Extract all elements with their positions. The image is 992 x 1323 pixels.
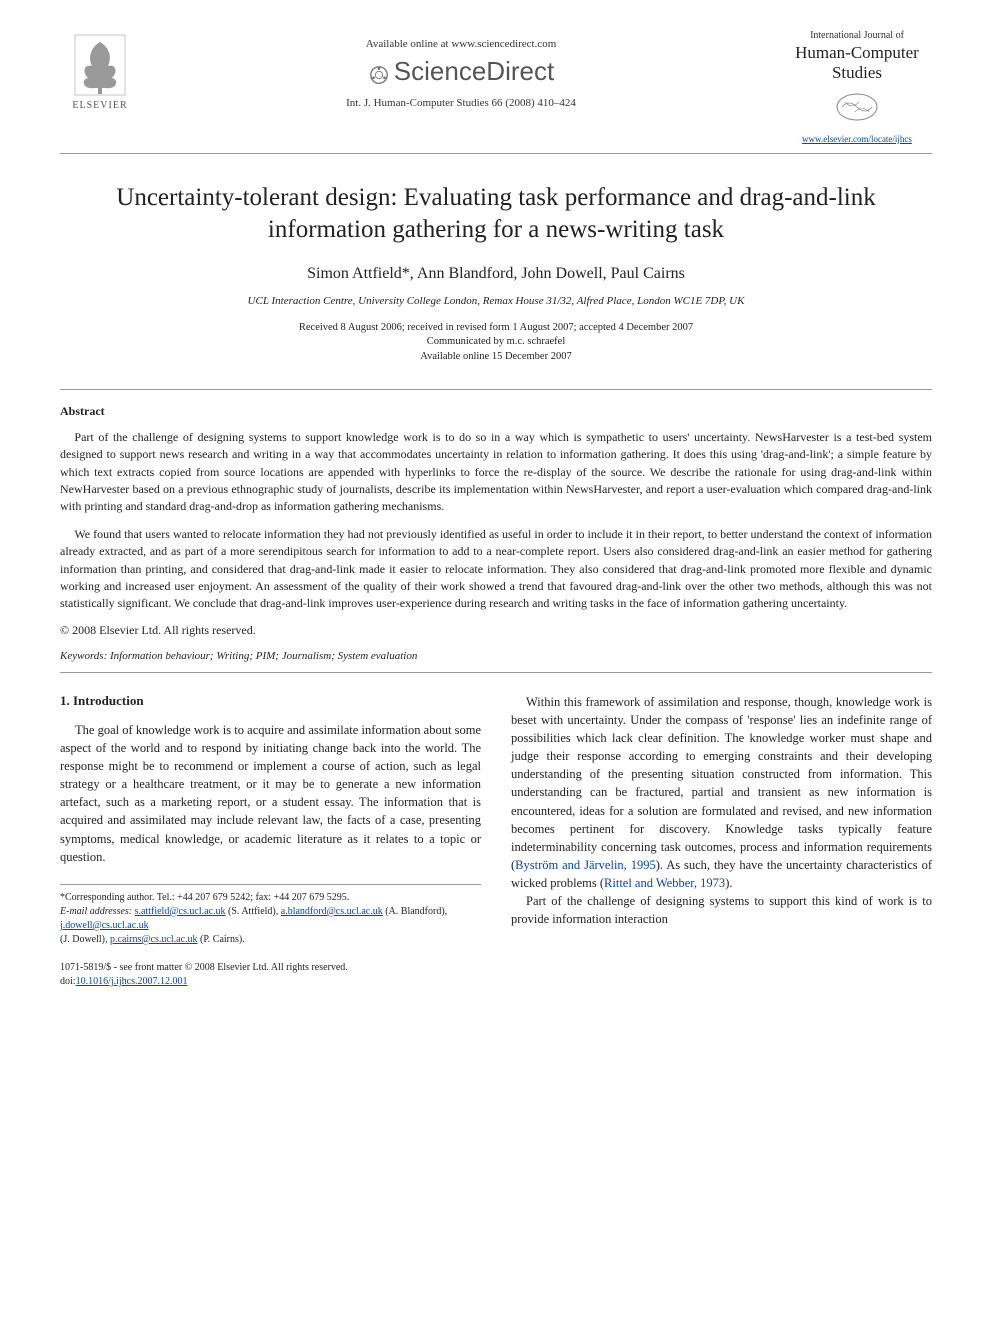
sciencedirect-text: ScienceDirect [394, 56, 554, 86]
journal-box: International Journal of Human-Computer … [782, 30, 932, 145]
elsevier-logo: ELSEVIER [60, 30, 140, 111]
journal-url-link[interactable]: www.elsevier.com/locate/ijhcs [802, 134, 912, 144]
email-blandford[interactable]: a.blandford@cs.ucl.ac.uk [281, 906, 383, 917]
journal-name: Human-Computer Studies [782, 43, 932, 84]
doi-link[interactable]: 10.1016/j.ijhcs.2007.12.001 [76, 976, 188, 987]
abstract-heading: Abstract [60, 404, 932, 419]
keywords-line: Keywords: Information behaviour; Writing… [60, 650, 932, 662]
header-center: Available online at www.sciencedirect.co… [140, 30, 782, 109]
intro-para-right-1: Within this framework of assimilation an… [511, 693, 932, 892]
ref-rittel[interactable]: Rittel and Webber, 1973 [604, 876, 725, 890]
authors-line: Simon Attfield*, Ann Blandford, John Dow… [60, 265, 932, 283]
right-column: Within this framework of assimilation an… [511, 693, 932, 947]
available-online-text: Available online at www.sciencedirect.co… [140, 38, 782, 50]
name-dowell: (J. Dowell), [60, 934, 110, 945]
divider-rule [60, 389, 932, 390]
emails-label: E-mail addresses: [60, 906, 132, 917]
footer-row: 1071-5819/$ - see front matter © 2008 El… [60, 961, 932, 989]
article-title: Uncertainty-tolerant design: Evaluating … [80, 182, 912, 247]
abstract-para-2: We found that users wanted to relocate i… [60, 526, 932, 613]
elsevier-tree-icon [70, 30, 130, 100]
email-dowell[interactable]: j.dowell@cs.ucl.ac.uk [60, 920, 149, 931]
left-column: 1. Introduction The goal of knowledge wo… [60, 693, 481, 947]
footer-left: 1071-5819/$ - see front matter © 2008 El… [60, 961, 583, 989]
name-cairns: (P. Cairns). [198, 934, 245, 945]
sciencedirect-logo: ScienceDirect [140, 56, 782, 87]
dates-communicated: Communicated by m.c. schraefel [60, 335, 932, 350]
keywords-label: Keywords: [60, 650, 107, 662]
ref-bystrom[interactable]: Byström and Järvelin, 1995 [515, 858, 656, 872]
footnotes-block: *Corresponding author. Tel.: +44 207 679… [60, 884, 481, 947]
issn-line: 1071-5819/$ - see front matter © 2008 El… [60, 961, 583, 975]
keywords-text: Information behaviour; Writing; PIM; Jou… [107, 650, 417, 662]
email-attfield[interactable]: s.attfield@cs.ucl.ac.uk [135, 906, 226, 917]
right-p1a: Within this framework of assimilation an… [511, 695, 932, 872]
emails-line: E-mail addresses: s.attfield@cs.ucl.ac.u… [60, 905, 481, 947]
citation-line: Int. J. Human-Computer Studies 66 (2008)… [140, 97, 782, 109]
doi-line: doi:10.1016/j.ijhcs.2007.12.001 [60, 975, 583, 989]
email-cairns[interactable]: p.cairns@cs.ucl.ac.uk [110, 934, 198, 945]
corresponding-author: *Corresponding author. Tel.: +44 207 679… [60, 891, 481, 905]
elsevier-label: ELSEVIER [72, 100, 127, 111]
header-bar: ELSEVIER Available online at www.science… [60, 30, 932, 154]
journal-super: International Journal of [782, 30, 932, 41]
abstract-para-1: Part of the challenge of designing syste… [60, 429, 932, 516]
affiliation-line: UCL Interaction Centre, University Colle… [60, 295, 932, 307]
sciencedirect-icon [368, 62, 390, 84]
name-attfield: (S. Attfield), [225, 906, 278, 917]
intro-para-1: The goal of knowledge work is to acquire… [60, 721, 481, 866]
dates-received: Received 8 August 2006; received in revi… [60, 321, 932, 336]
intro-para-right-2: Part of the challenge of designing syste… [511, 892, 932, 928]
right-p1c: ). [725, 876, 732, 890]
article-dates: Received 8 August 2006; received in revi… [60, 321, 932, 365]
journal-brain-icon [782, 90, 932, 127]
section-1-heading: 1. Introduction [60, 693, 481, 709]
divider-rule-2 [60, 672, 932, 673]
name-blandford: (A. Blandford), [383, 906, 447, 917]
dates-online: Available online 15 December 2007 [60, 350, 932, 365]
doi-label: doi: [60, 976, 76, 987]
body-columns: 1. Introduction The goal of knowledge wo… [60, 693, 932, 947]
copyright-line: © 2008 Elsevier Ltd. All rights reserved… [60, 623, 932, 638]
